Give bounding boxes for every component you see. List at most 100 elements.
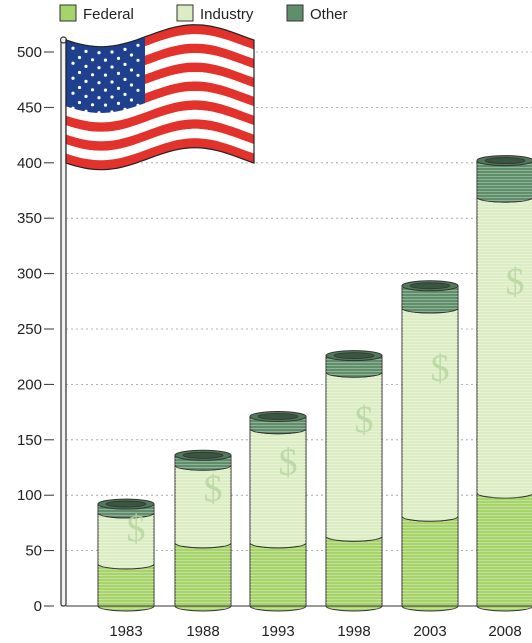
legend: Federal Industry Other [59,4,348,23]
dollar-sign-icon: $ [279,442,298,484]
flag-star [129,83,134,87]
y-tick-label: 100 [17,487,42,504]
flag-star [103,58,108,62]
bar-top-hole [105,500,147,508]
flag-star [123,47,127,52]
flag-star [84,94,88,98]
flag-star [90,58,95,62]
bar-segment-federal [97,563,155,612]
y-tick-label: 400 [17,155,42,172]
bar-segment-industry [249,428,307,549]
flag-star [84,49,88,54]
flag-star [97,81,101,85]
flag-star [97,66,101,70]
y-tick-label: 500 [17,44,42,61]
flag-star [103,103,108,107]
legend-swatch [286,4,304,22]
flag-stripe [66,100,254,132]
flag-star [123,92,127,96]
bar-segment-texture [175,542,231,611]
bar-segment-texture [477,160,532,203]
flag-star [103,88,108,92]
bar-stack: $ [97,498,155,612]
flag-star [123,62,127,66]
flag-star [97,111,101,115]
flag-star [110,110,114,114]
x-tick-label: 1993 [261,623,294,640]
flag-star [103,73,108,77]
bar-segment-industry [325,371,383,542]
flag-star [84,109,88,113]
bar-segment-industry [476,196,532,499]
y-tick-label: 450 [17,99,42,116]
legend-label: Industry [200,6,254,23]
flag-star [129,68,134,72]
bar-segment-other [174,449,232,471]
flag-star [116,86,121,90]
bar-segment-texture [477,197,532,498]
legend-label: Other [310,6,348,23]
bar-segment-texture [402,516,458,611]
bar-segment-industry [401,307,459,522]
flag-star [71,76,75,80]
dollar-sign-icon: $ [431,347,450,389]
bar-stack: $ [174,449,232,612]
bar-segment-industry [97,512,155,570]
legend-swatch [176,4,194,22]
flag-star [129,98,134,102]
bar-segment-texture [326,536,382,611]
bar-segment-texture [175,465,231,548]
bar-segment-texture [250,542,306,611]
flag-star [77,85,82,90]
flag-star [84,79,88,83]
bar-segment-other [401,280,459,314]
flag-star [123,107,127,111]
bar-stack: $ [476,155,532,612]
bar-segment-other [97,498,155,519]
flag-star [77,55,82,60]
x-tick-label: 1988 [186,623,219,640]
flag-star [116,71,121,75]
bar-segment-federal [401,515,459,612]
flag-star [116,101,121,105]
flag-star [90,103,95,107]
y-tick-label: 0 [34,598,42,615]
flag-star [110,65,114,69]
y-tick-label: 300 [17,266,42,283]
flag-stripe [66,109,254,142]
bar-stack: $ [325,350,383,612]
flag-star [136,103,140,107]
legend-swatch [59,4,77,22]
bar-top-hole [257,413,299,420]
y-tick-label: 150 [17,432,42,449]
flag-star [136,43,140,47]
y-tick-label: 50 [25,543,42,560]
flag-star [136,73,140,77]
flag-star [110,95,114,99]
bar-segment-other [476,155,532,203]
flag-star [136,58,140,62]
bar-segment-texture [402,285,458,313]
flag-star [97,51,101,55]
flag-stripe [66,128,254,161]
bar-segment-federal [174,542,232,612]
bar-top-hole [182,451,224,459]
bar-segment-texture [326,372,382,542]
x-tick-label: 2008 [488,623,521,640]
bar-segment-texture [402,307,458,522]
bar-segment-texture [98,512,154,569]
flag-star [71,61,75,65]
bar-segment-texture [477,492,532,611]
flag-star [136,88,140,92]
flag-stripe [66,119,254,151]
x-axis-ticks: 1983 1988 1993 1998 2003 2008 [109,623,521,640]
y-tick-label: 200 [17,376,42,393]
flag-star [97,96,101,100]
bar-segment-texture [326,355,382,378]
flag-star [116,56,121,61]
x-tick-label: 1998 [337,623,370,640]
flag-star [71,106,75,110]
bar-segment-federal [325,535,383,612]
bar-segment-other [325,350,383,378]
